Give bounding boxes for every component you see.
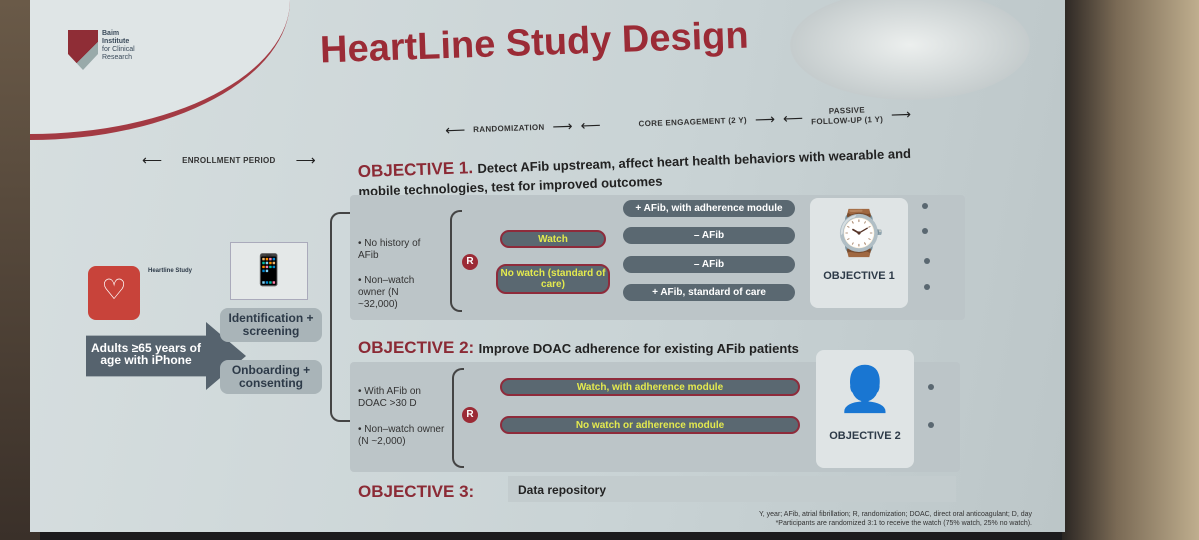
slide: Baim Institute for Clinical Research HeartL… (30, 0, 1065, 532)
population-label: Adults ≥65 years of age with iPhone (91, 341, 201, 367)
outcome-bar: – AFib (623, 227, 795, 244)
baim-logo: Baim Institute for Clinical Research (68, 30, 135, 70)
header-band (30, 0, 290, 140)
logo-text: for Clinical (102, 46, 135, 53)
objective1-label: OBJECTIVE 1. (357, 158, 474, 182)
objective1-card-label: OBJECTIVE 1 (823, 270, 895, 282)
person-heart-icon: 👤 (837, 365, 893, 414)
phase-label: FOLLOW-UP (1 Y) (811, 114, 884, 127)
slide-title: HeartLine Study Design (319, 14, 750, 72)
smartwatch-heart-icon: ⌚ (831, 209, 887, 258)
outcome-bar: + AFib, with adherence module (623, 200, 795, 217)
objective3-desc: Data repository (508, 476, 956, 502)
app-name: Heartline Study (148, 268, 193, 274)
arrow-left-icon: ⟵ (580, 116, 601, 133)
objective1-heading: OBJECTIVE 1. Detect AFib upstream, affec… (357, 142, 938, 201)
arrow-right-icon: ⟶ (552, 117, 573, 134)
objective2-card-label: OBJECTIVE 2 (829, 430, 901, 442)
footnote: *Participants are randomized 3:1 to rece… (775, 520, 1032, 527)
arm-no-watch: No watch (standard of care) (496, 264, 610, 294)
objective2-heading: OBJECTIVE 2: Improve DOAC adherence for … (358, 338, 958, 358)
arm-watch: Watch (500, 230, 606, 248)
footnotes: Y, year; AFib, atrial fibrillation; R, r… (622, 510, 1032, 528)
step-identification: Identification + screening (220, 308, 322, 342)
phone-in-hand-image: 📱 (230, 242, 308, 300)
room-wall-right (1062, 0, 1199, 540)
arrow-right-icon: ⟶ (295, 152, 316, 168)
arrow-right-icon: ⟶ (890, 105, 912, 123)
heart-illustration (790, 0, 1030, 100)
objective2-card: 👤 OBJECTIVE 2 (816, 350, 914, 468)
shield-icon (68, 30, 98, 70)
heartline-app-icon: ♡ (88, 266, 140, 320)
arm-no-watch: No watch or adherence module (500, 416, 800, 434)
criteria-item: • Non–watch owner (N ~2,000) (358, 424, 445, 447)
arrow-left-icon: ⟵ (142, 152, 163, 168)
objective2-label: OBJECTIVE 2: (358, 338, 475, 357)
objective2-desc: Improve DOAC adherence for existing AFib… (478, 341, 799, 356)
objective1-card: ⌚ OBJECTIVE 1 (810, 198, 908, 308)
criteria-item: • With AFib on DOAC >30 D (358, 386, 421, 409)
criteria-item: • Non–watch owner (N ~32,000) (358, 275, 415, 310)
logo-text: Baim (102, 30, 120, 37)
outcome-bar: + AFib, standard of care (623, 284, 795, 301)
arrow-left-icon: ⟵ (782, 109, 804, 126)
logo-text: Research (102, 54, 132, 61)
randomization-marker: R (462, 254, 478, 270)
phase-label: CORE ENGAGEMENT (2 Y) (638, 115, 748, 128)
phase-label: ENROLLMENT PERIOD (182, 156, 276, 165)
arrow-right-icon: ⟶ (754, 110, 776, 127)
objective3-label: OBJECTIVE 3: (358, 482, 475, 501)
step-onboarding: Onboarding + consenting (220, 360, 322, 394)
objective1-brace (450, 210, 462, 312)
criteria-item: • No history of AFib (358, 238, 421, 261)
arm-watch-adherence: Watch, with adherence module (500, 378, 800, 396)
branch-brace (330, 212, 350, 422)
phase-enrollment: ⟵ ENROLLMENT PERIOD ⟶ (142, 152, 316, 169)
phase-label: RANDOMIZATION (473, 122, 545, 134)
outcome-bar: – AFib (623, 256, 795, 273)
objective2-brace (452, 368, 464, 468)
footnote: Y, year; AFib, atrial fibrillation; R, r… (759, 511, 1032, 518)
randomization-marker: R (462, 407, 478, 423)
phase-randomization: ⟵ RANDOMIZATION ⟶ ⟵ CORE ENGAGEMENT (2 Y… (445, 104, 912, 140)
arrow-left-icon: ⟵ (444, 120, 466, 138)
logo-text: Institute (102, 38, 130, 45)
